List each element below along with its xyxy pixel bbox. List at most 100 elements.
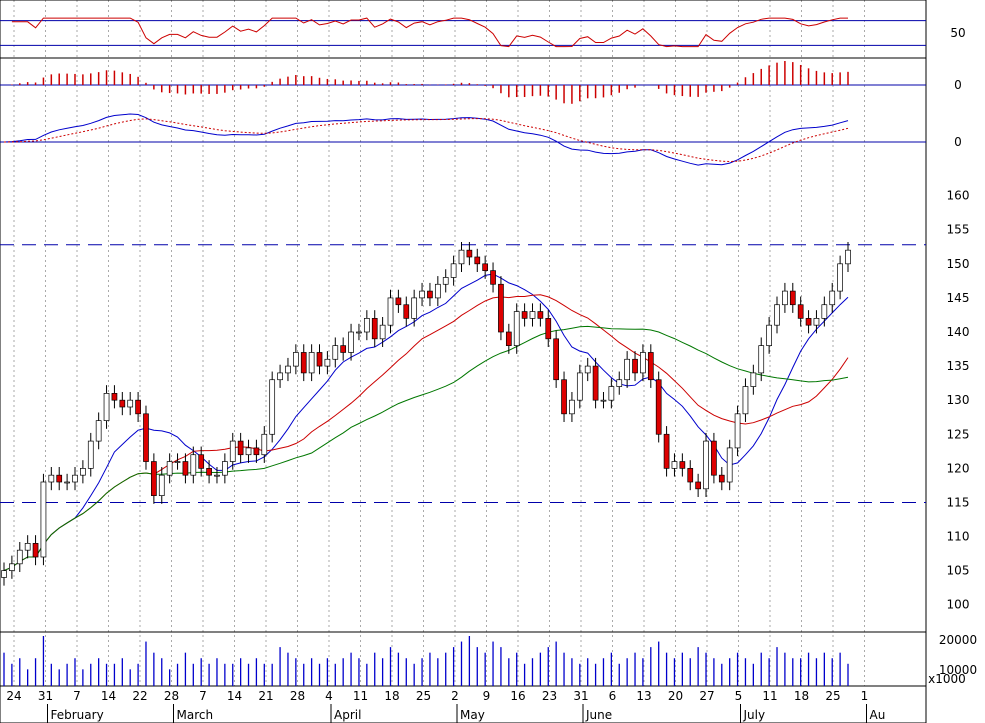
candle-body <box>427 290 433 299</box>
candle-body <box>285 365 291 374</box>
candle-body <box>1 570 7 578</box>
candle-body <box>32 543 39 558</box>
day-label: 2 <box>451 689 459 703</box>
candle-body <box>750 372 757 387</box>
candle-body <box>245 447 252 456</box>
candle-body <box>190 454 197 476</box>
candle-body <box>403 304 410 319</box>
candle-body <box>434 283 441 299</box>
candle-body <box>490 270 496 285</box>
candle-body <box>821 304 828 319</box>
candle-body <box>726 447 733 483</box>
candle-body <box>182 461 189 476</box>
candle-body <box>87 440 94 469</box>
day-label: 24 <box>6 689 21 703</box>
candle-body <box>545 318 552 340</box>
candle-body <box>316 352 323 367</box>
candle-body <box>529 311 536 319</box>
candle-body <box>655 379 662 435</box>
candle-body <box>624 358 630 381</box>
candle-body <box>592 365 599 401</box>
candle-body <box>742 386 749 415</box>
month-label: May <box>460 708 485 722</box>
candle-body <box>513 311 520 346</box>
candle-body <box>395 297 402 306</box>
macd-panel <box>0 113 926 166</box>
candle-body <box>135 399 141 415</box>
rsi-tick-label: 50 <box>950 26 965 40</box>
candle-body <box>679 461 686 469</box>
candle-body <box>782 290 788 306</box>
candle-body <box>371 318 378 340</box>
day-label: 20 <box>668 689 683 703</box>
candle-body <box>363 318 370 333</box>
candle-body <box>671 461 678 469</box>
moving-average-40 <box>3 325 849 572</box>
candle-body <box>80 468 86 476</box>
price-panel <box>0 242 926 586</box>
day-label: 4 <box>325 689 333 703</box>
candle-body <box>332 345 339 360</box>
day-label: 21 <box>258 689 273 703</box>
moving-average-10 <box>3 273 849 572</box>
candle-body <box>56 474 63 483</box>
candle-body <box>632 358 638 374</box>
price-tick-label: 115 <box>947 495 970 509</box>
day-label: 25 <box>416 689 431 703</box>
candle-body <box>734 413 741 449</box>
price-tick-label: 135 <box>947 359 970 373</box>
y-axis-labels: 50 0 0 160 155 150 145 140 135 130 125 120 115 110 105… <box>928 26 977 686</box>
candle-body <box>9 563 15 571</box>
candle-body <box>576 372 583 401</box>
candle-body <box>442 277 449 285</box>
rsi-panel <box>0 17 926 48</box>
candle-body <box>466 249 473 258</box>
candle-body <box>569 399 575 415</box>
candle-body <box>237 440 244 456</box>
price-tick-label: 100 <box>947 598 970 612</box>
candle-body <box>151 461 157 496</box>
month-label: June <box>585 708 612 722</box>
plot-frame <box>0 0 927 723</box>
candle-body <box>387 297 394 326</box>
candle-body <box>805 318 812 326</box>
candle-body <box>498 283 504 333</box>
histogram-tick-label: 0 <box>954 78 962 92</box>
candle-body <box>837 263 843 292</box>
candle-body <box>758 345 765 374</box>
candle-body <box>348 331 354 353</box>
price-tick-label: 155 <box>947 223 970 237</box>
candle-body <box>143 413 149 462</box>
volume-tick-label: 20000 <box>939 633 977 647</box>
candle-body <box>766 324 772 346</box>
candle-body <box>379 324 386 340</box>
candle-body <box>111 393 118 401</box>
candle-body <box>206 468 212 476</box>
month-label: February <box>51 708 104 722</box>
price-tick-label: 130 <box>947 393 970 407</box>
day-label: 23 <box>542 689 557 703</box>
month-label: April <box>334 708 361 722</box>
volume-tick-label: 10000 <box>939 663 977 677</box>
candle-body <box>300 352 307 374</box>
day-label: 31 <box>573 689 588 703</box>
candle-body <box>269 379 276 435</box>
month-label: July <box>743 708 766 722</box>
candle-body <box>774 304 780 326</box>
volume-unit-label: x1000 <box>928 672 966 686</box>
candle-body <box>127 399 134 408</box>
candle-body <box>356 331 362 334</box>
price-tick-label: 120 <box>947 461 970 475</box>
price-tick-label: 110 <box>947 530 970 544</box>
candle-body <box>616 379 623 387</box>
candle-body <box>16 549 23 565</box>
price-tick-label: 140 <box>947 325 970 339</box>
candle-body <box>324 358 331 367</box>
day-label: 14 <box>101 689 116 703</box>
candle-body <box>687 468 694 483</box>
candle-body <box>474 256 481 265</box>
signal-line <box>3 118 849 163</box>
day-label: 25 <box>825 689 840 703</box>
day-label: 18 <box>384 689 399 703</box>
candle-body <box>198 454 205 469</box>
